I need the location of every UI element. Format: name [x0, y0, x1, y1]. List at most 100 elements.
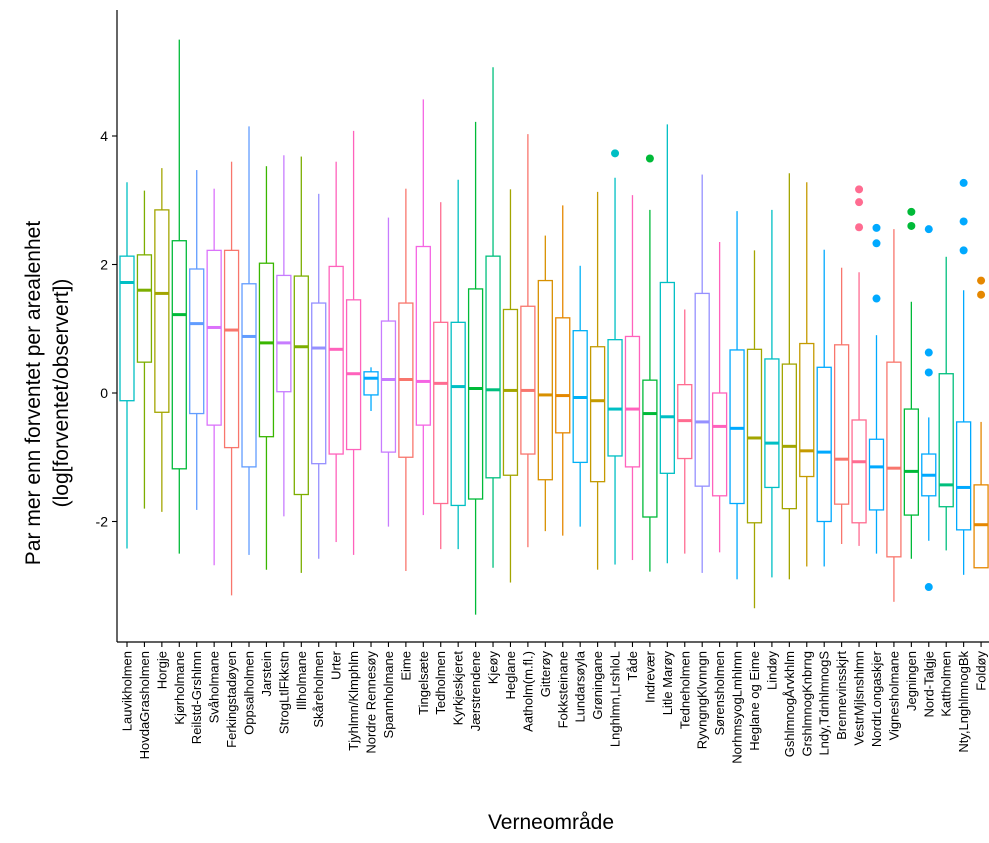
outlier-point	[907, 221, 916, 230]
outlier-point	[855, 223, 864, 232]
x-tick-label: RyvngngKlvnngn	[695, 651, 710, 749]
outlier-point	[855, 198, 864, 207]
box-group	[189, 170, 205, 510]
box-group	[502, 189, 519, 583]
x-tick-label: Urter	[329, 650, 344, 680]
outlier-point	[872, 294, 881, 303]
box-group	[293, 156, 309, 573]
y-tick-label: -2	[96, 514, 109, 530]
outlier-point	[977, 276, 986, 285]
box-iqr	[119, 255, 135, 402]
outlier-point	[645, 154, 654, 163]
box-iqr	[241, 283, 257, 468]
x-tick-label: Lnghlmn,LrshloL	[608, 651, 623, 747]
x-tick-label: GshlmnogÅrvkhlm	[782, 651, 797, 757]
box-iqr	[973, 484, 989, 569]
x-tick-label: Horgje	[154, 651, 169, 689]
x-tick-label: Kyrkjeskjeret	[451, 651, 466, 726]
x-tick-label: Aatholm(m.fl.)	[520, 651, 535, 732]
x-tick-label: Svåholmane	[207, 651, 222, 723]
box-group	[973, 276, 989, 569]
outlier-point	[924, 583, 933, 592]
x-tick-label: Kjørholmane	[172, 651, 187, 725]
y-axis-title-line1: Par mer enn forventet per arealenhet	[22, 221, 45, 566]
x-tick-label: Spannholmane	[381, 651, 396, 738]
box-group	[607, 149, 623, 565]
box-iqr	[363, 371, 379, 396]
box-group	[119, 182, 135, 549]
x-tick-label: Kattholmen	[939, 651, 954, 717]
box-group	[816, 249, 832, 567]
box-group	[589, 191, 606, 570]
y-axis-title-line2: (log[forventet/observert])	[50, 279, 73, 508]
box-iqr	[589, 346, 606, 483]
box-group	[886, 229, 902, 602]
x-tick-label: Lauvikholmen	[120, 651, 135, 731]
box-iqr	[711, 392, 728, 497]
x-tick-label: HovdaGrasholmen	[137, 651, 152, 759]
x-tick-label: StrogLtlFkkstn	[276, 651, 291, 734]
box-group	[572, 265, 588, 527]
x-tick-label: Nordre Rennesøy	[364, 651, 379, 754]
box-iqr	[781, 363, 797, 510]
box-iqr	[694, 292, 710, 487]
x-tick-label: Fokksteinane	[555, 651, 570, 728]
x-tick-label: Sørensholmen	[712, 651, 727, 736]
box-iqr	[729, 349, 745, 505]
box-iqr	[258, 262, 275, 438]
box-group	[171, 39, 187, 554]
y-axis: -2 0 2 4	[96, 10, 118, 642]
x-tick-label: Heglane og Eime	[747, 651, 762, 751]
box-group	[694, 174, 710, 573]
box-group	[206, 188, 222, 566]
box-iqr	[816, 366, 832, 523]
box-iqr	[624, 335, 641, 468]
box-group	[868, 223, 885, 554]
x-tick-label: Tedholmen	[433, 651, 448, 715]
x-tick-label: GrshlmnogKnbrng	[799, 651, 814, 757]
box-iqr	[833, 344, 850, 505]
box-group	[677, 309, 693, 554]
box-group	[467, 121, 484, 615]
box-iqr	[642, 379, 658, 518]
box-iqr	[485, 255, 501, 479]
y-tick-label: 4	[100, 128, 108, 144]
x-tick-label: Kjeøy	[486, 651, 501, 685]
box-iqr	[293, 275, 309, 496]
box-iqr	[502, 308, 519, 476]
box-iqr	[136, 254, 153, 363]
outlier-point	[872, 239, 881, 248]
box-group	[764, 209, 780, 578]
box-group	[624, 195, 641, 561]
x-tick-label: Reilstd-Grshlmn	[189, 651, 204, 744]
x-tick-label: Vignesholmane	[886, 651, 901, 740]
box-iqr	[223, 249, 240, 449]
x-tick-label: NorhmsyogLmhlmn	[730, 651, 745, 764]
box-group	[729, 211, 745, 580]
box-group	[241, 126, 257, 555]
box-iqr	[868, 438, 885, 511]
x-tick-label: Brennevinsskjrt	[834, 651, 849, 740]
outlier-point	[872, 223, 881, 232]
box-iqr	[886, 361, 902, 558]
x-tick-label: Tedneholmen	[677, 651, 692, 729]
x-axis-title: Verneområde	[488, 811, 614, 834]
outlier-point	[924, 225, 933, 234]
box-group	[328, 161, 344, 543]
box-group	[485, 67, 501, 568]
x-tick-label: Lundarsøyla	[573, 650, 588, 722]
x-tick-label: Litle Marøy	[660, 651, 675, 716]
x-tick-label: Heglane	[503, 651, 518, 699]
box-iqr	[328, 265, 344, 455]
box-group	[833, 267, 850, 544]
box-iqr	[537, 279, 553, 481]
x-tick-label: Tingelsæte	[416, 651, 431, 715]
x-tick-label: NordrLongaskjer	[869, 650, 884, 747]
box-group	[363, 367, 379, 411]
x-tick-label: Tjyhlmn/Klmphlm	[346, 651, 361, 751]
box-iqr	[799, 342, 815, 478]
x-tick-label: Illholmane	[294, 651, 309, 710]
x-tick-label: Grøningane	[590, 651, 605, 720]
x-tick-label: Jarstein	[259, 651, 274, 697]
